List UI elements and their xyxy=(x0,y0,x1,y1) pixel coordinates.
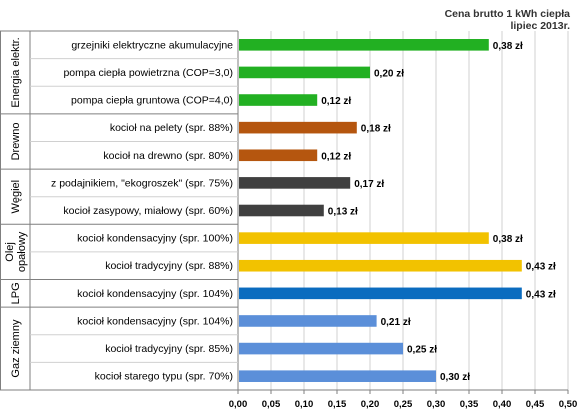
x-tick-label: 0,45 xyxy=(526,399,545,410)
category-label: kocioł kondensacyjny (spr. 104%) xyxy=(77,288,233,300)
bar xyxy=(239,315,377,327)
bar xyxy=(239,94,318,106)
data-label: 0,13 zł xyxy=(328,207,358,218)
bar xyxy=(239,66,370,79)
category-label: kocioł tradycyjny (spr. 88%) xyxy=(105,260,233,272)
category-label: kocioł tradycyjny (spr. 85%) xyxy=(105,343,233,355)
data-label: 0,12 zł xyxy=(321,151,351,162)
bar xyxy=(239,121,357,134)
x-tick-label: 0,15 xyxy=(328,399,347,410)
bar xyxy=(239,259,522,272)
category-label: kocioł kondensacyjny (spr. 104%) xyxy=(77,315,233,327)
x-tick-label: 0,00 xyxy=(229,399,248,410)
category-label: kocioł kondensacyjny (spr. 100%) xyxy=(77,233,233,245)
data-label: 0,43 zł xyxy=(526,262,556,273)
bar xyxy=(239,287,522,300)
chart-subtitle: lipiec 2013r. xyxy=(510,20,570,32)
data-label: 0,21 zł xyxy=(381,317,411,328)
chart-title: Cena brutto 1 kWh ciepła xyxy=(444,8,570,20)
data-label: 0,18 zł xyxy=(361,124,391,135)
category-label: pompa ciepła powietrzna (COP=3,0) xyxy=(63,67,233,79)
bar xyxy=(239,39,489,51)
x-tick-label: 0,05 xyxy=(262,399,281,410)
x-tick-label: 0,25 xyxy=(394,399,413,410)
data-label: 0,25 zł xyxy=(407,345,437,356)
category-label: grzejniki elektryczne akumulacyjne xyxy=(71,39,233,51)
group-label: Olejopałowy xyxy=(4,231,28,272)
group-label: Gaz ziemny xyxy=(10,319,22,378)
data-label: 0,30 zł xyxy=(440,372,470,383)
category-label: kocioł na drewno (spr. 80%) xyxy=(103,150,233,162)
category-label: pompa ciepła gruntowa (COP=4,0) xyxy=(71,95,233,107)
category-label: z podajnikiem, "ekogroszek" (spr. 75%) xyxy=(51,177,233,189)
data-label: 0,38 zł xyxy=(493,234,523,245)
group-label: LPG xyxy=(10,282,22,304)
data-label: 0,17 zł xyxy=(354,179,384,190)
bar xyxy=(239,204,324,217)
category-label: kocioł na pelety (spr. 88%) xyxy=(110,122,233,134)
bar xyxy=(239,177,351,189)
x-tick-label: 0,30 xyxy=(427,399,446,410)
data-label: 0,38 zł xyxy=(493,41,523,52)
data-label: 0,20 zł xyxy=(374,68,404,79)
category-label: kocioł zasypowy, miałowy (spr. 60%) xyxy=(63,205,233,217)
category-label: kocioł starego typu (spr. 70%) xyxy=(95,371,233,383)
x-tick-label: 0,35 xyxy=(460,399,479,410)
bar xyxy=(239,149,318,162)
data-label: 0,43 zł xyxy=(526,289,556,300)
x-tick-label: 0,10 xyxy=(295,399,314,410)
data-label: 0,12 zł xyxy=(321,96,351,107)
group-label: Energia elektr. xyxy=(10,37,22,107)
group-label: Węgiel xyxy=(10,180,22,214)
bar xyxy=(239,342,403,355)
x-tick-label: 0,20 xyxy=(361,399,380,410)
x-tick-label: 0,50 xyxy=(559,399,578,410)
bar xyxy=(239,370,436,382)
group-label: Drewno xyxy=(10,123,22,161)
x-tick-label: 0,40 xyxy=(493,399,512,410)
bar xyxy=(239,232,489,244)
